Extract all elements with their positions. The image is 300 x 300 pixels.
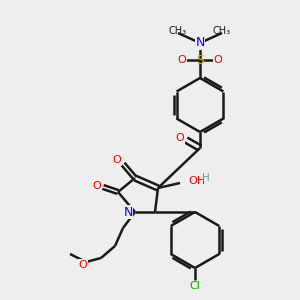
Text: H: H bbox=[202, 173, 210, 183]
Text: O: O bbox=[112, 155, 122, 165]
Text: O: O bbox=[214, 55, 222, 65]
Text: OH: OH bbox=[188, 176, 205, 186]
Text: O: O bbox=[79, 260, 87, 270]
Text: N: N bbox=[195, 37, 205, 50]
Text: O: O bbox=[176, 133, 184, 143]
Text: S: S bbox=[196, 53, 204, 67]
Text: O: O bbox=[178, 55, 186, 65]
Text: CH₃: CH₃ bbox=[169, 26, 187, 36]
Text: CH₃: CH₃ bbox=[213, 26, 231, 36]
Text: O: O bbox=[93, 181, 101, 191]
Text: Cl: Cl bbox=[190, 281, 200, 291]
Text: N: N bbox=[123, 206, 133, 218]
